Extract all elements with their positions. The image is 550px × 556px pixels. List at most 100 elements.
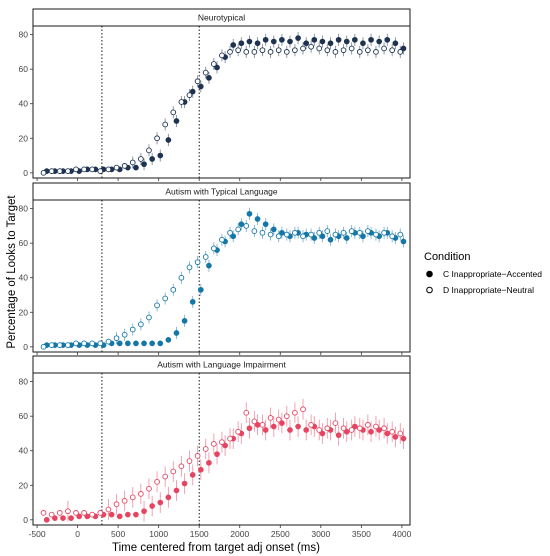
data-point (89, 340, 96, 347)
data-point (105, 338, 112, 345)
y-tick-label: 40 (19, 446, 29, 456)
data-point (316, 45, 323, 52)
data-point (287, 427, 293, 433)
data-point (121, 163, 128, 169)
data-point (348, 45, 355, 52)
data-point (81, 166, 87, 173)
series-neutral (40, 219, 404, 350)
data-point (157, 340, 164, 347)
data-point (219, 236, 225, 243)
data-point (373, 423, 379, 430)
y-tick-label: 0 (23, 515, 28, 525)
data-point (181, 318, 188, 324)
data-point (178, 99, 185, 105)
data-point (194, 453, 201, 459)
data-point (56, 510, 63, 516)
legend-label-accented: C Inappropriate−Accented (443, 269, 542, 279)
data-point (267, 415, 274, 421)
data-point (68, 515, 74, 521)
data-point (116, 513, 123, 520)
data-point (381, 45, 387, 52)
data-point (319, 430, 326, 437)
data-point (254, 40, 261, 47)
data-point (251, 49, 258, 55)
data-point (340, 425, 347, 432)
data-point (279, 229, 285, 236)
data-point (214, 451, 220, 458)
data-point (308, 231, 314, 238)
data-point (149, 156, 156, 162)
data-point (397, 231, 404, 238)
data-point (311, 235, 318, 241)
y-tick-label: 0 (23, 342, 28, 352)
data-point (133, 340, 139, 347)
data-point (146, 314, 152, 321)
y-tick-label: 20 (19, 307, 29, 317)
y-tick-label: 20 (19, 133, 29, 143)
data-point (389, 47, 396, 54)
strip-title: Neurotypical (198, 13, 245, 23)
data-point (65, 342, 71, 348)
data-point (400, 435, 407, 442)
data-point (243, 223, 250, 229)
data-point (259, 421, 266, 428)
data-point (332, 231, 339, 238)
data-point (319, 233, 326, 240)
x-tick-label: 3500 (352, 529, 371, 539)
data-point (186, 92, 193, 98)
data-point (279, 36, 285, 43)
data-point (303, 40, 310, 47)
data-point (238, 221, 245, 228)
data-point (267, 231, 274, 238)
data-point (300, 406, 306, 413)
data-point (105, 506, 112, 513)
data-point (210, 440, 217, 447)
data-point (360, 40, 366, 47)
series-accented (43, 412, 407, 523)
data-point (189, 88, 196, 95)
data-point (149, 340, 156, 347)
data-point (40, 343, 47, 350)
data-point (308, 421, 314, 428)
x-tick-label: -500 (29, 529, 46, 539)
data-point (283, 49, 290, 55)
data-point (73, 340, 79, 347)
data-point (262, 221, 269, 228)
data-point (343, 235, 350, 241)
data-point (65, 508, 71, 515)
data-point (397, 430, 404, 437)
data-point (89, 511, 96, 518)
data-point (121, 331, 128, 338)
data-point (235, 47, 241, 54)
data-point (275, 233, 282, 240)
data-point (108, 511, 115, 518)
data-point (389, 428, 396, 435)
data-point (348, 427, 355, 433)
data-point (251, 418, 258, 425)
data-point (373, 231, 379, 238)
data-point (40, 169, 47, 176)
data-point (202, 446, 209, 452)
data-point (311, 36, 318, 43)
data-point (173, 118, 180, 124)
data-point (133, 511, 139, 518)
data-point (316, 427, 323, 433)
data-point (251, 228, 258, 234)
data-point (303, 427, 310, 433)
data-point (340, 229, 347, 236)
panel-3: Autism with Language Impairment 0 20 40 60 80… (19, 355, 412, 539)
data-point (162, 473, 169, 480)
data-point (210, 61, 217, 67)
data-point (197, 466, 204, 473)
data-point (343, 38, 350, 45)
data-point (181, 480, 188, 487)
data-point (124, 511, 131, 518)
data-point (60, 515, 66, 521)
data-point (400, 45, 407, 52)
y-tick-label: 80 (19, 30, 29, 40)
legend-marker-filled (426, 270, 433, 278)
data-point (154, 135, 160, 142)
data-point (227, 435, 233, 442)
data-point (384, 430, 391, 437)
